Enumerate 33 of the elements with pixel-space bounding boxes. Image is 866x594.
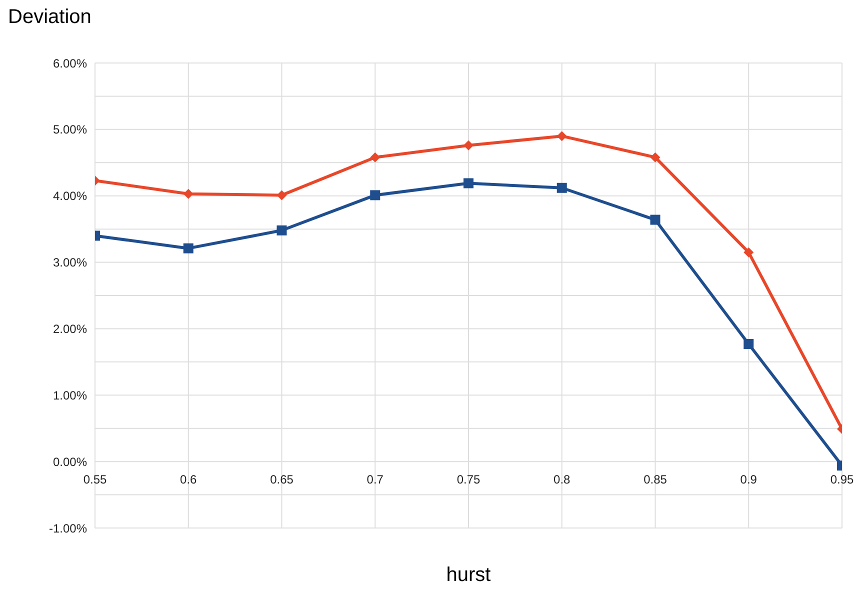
x-tick-label: 0.6 — [180, 472, 198, 487]
point — [183, 188, 194, 199]
point — [183, 243, 194, 254]
point — [744, 247, 754, 258]
point — [370, 190, 380, 200]
point — [556, 131, 567, 142]
x-tick-label: 0.55 — [83, 472, 107, 487]
point — [276, 225, 287, 236]
point — [370, 152, 380, 162]
point — [650, 214, 660, 225]
x-tick-label: 0.9 — [740, 472, 758, 487]
y-tick-label: 3.00% — [52, 256, 88, 270]
point — [464, 140, 474, 150]
y-tick-label: 2.00% — [52, 322, 88, 336]
y-tick-label: 0.00% — [52, 454, 88, 469]
point — [556, 182, 567, 193]
x-tick-label: 0.8 — [554, 472, 571, 487]
y-tick-label: 1.00% — [52, 388, 88, 402]
point — [744, 338, 754, 349]
x-tick-label: 0.95 — [830, 472, 854, 487]
x-axis-title: hurst — [446, 564, 491, 586]
y-tick-label: 4.00% — [52, 189, 88, 204]
x-tick-label: 0.65 — [270, 472, 294, 487]
x-tick-label: 0.7 — [366, 472, 384, 487]
point — [464, 178, 474, 188]
y-tick-label: 5.00% — [52, 122, 88, 137]
x-tick-label: 0.75 — [456, 472, 480, 487]
point — [650, 152, 660, 162]
y-axis-title: Deviation — [8, 6, 92, 29]
y-tick-label: 6.00% — [52, 56, 88, 70]
y-tick-label: -1.00% — [48, 521, 88, 536]
point — [276, 190, 287, 200]
x-tick-label: 0.85 — [644, 472, 668, 487]
